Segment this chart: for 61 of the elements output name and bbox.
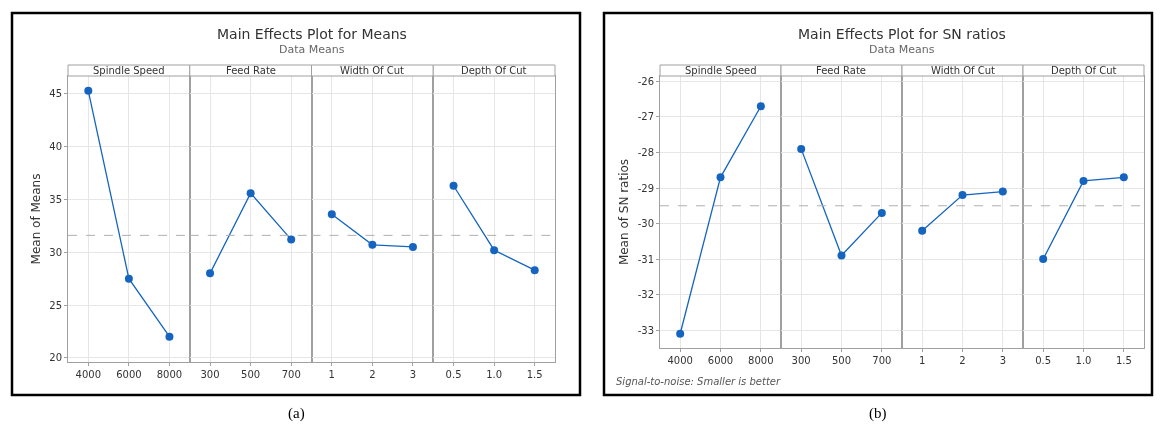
x-tick-label: 1.5 [526, 369, 543, 380]
x-tick-label: 8000 [748, 355, 774, 366]
x-tick-label: 500 [831, 355, 852, 366]
text: Main Effects Plot for SN ratios [798, 26, 1006, 42]
x-tick-label: 8000 [156, 369, 183, 380]
text: (b) [869, 405, 887, 422]
y-tick-label: -33 [637, 324, 654, 336]
chart-title: Width Of Cut [340, 65, 405, 76]
x-tick-label: 2 [959, 355, 966, 366]
y-tick-label: 25 [49, 299, 62, 311]
text: Data Means [869, 43, 935, 56]
y-axis-title: Mean of Means [28, 173, 43, 265]
y-axis-title: Mean of SN ratios [616, 158, 631, 266]
x-tick-label: 700 [281, 369, 301, 380]
y-tick-label: 45 [49, 88, 62, 100]
chart-title: Spindle Speed [93, 65, 165, 76]
y-tick-label: -30 [637, 218, 654, 230]
y-tick-label: 20 [49, 352, 62, 364]
y-tick-label: -32 [637, 289, 654, 301]
point [84, 86, 93, 95]
x-tick-label: 1.0 [1075, 355, 1092, 366]
point [165, 332, 174, 341]
chart-title: Feed Rate [226, 65, 276, 76]
x-tick-label: 700 [872, 355, 892, 366]
chart-title: Depth Of Cut [461, 65, 527, 76]
chart-title: Depth Of Cut [1051, 65, 1117, 76]
y-tick-label: -27 [637, 111, 654, 123]
point [716, 173, 725, 182]
y-tick-label: -31 [637, 253, 654, 265]
x-tick-label: 6000 [707, 355, 734, 366]
x-tick-label: 300 [200, 369, 220, 380]
x-tick-label: 0.5 [1035, 355, 1052, 366]
y-tick-label: -28 [637, 146, 654, 158]
text: Data Means [279, 43, 345, 56]
x-tick-label: 4000 [75, 369, 102, 380]
chart-title: Width Of Cut [931, 65, 996, 76]
y-tick-label: -26 [637, 75, 654, 87]
chart-title: Spindle Speed [685, 65, 757, 76]
text: Signal-to-noise: Smaller is better [616, 376, 781, 387]
x-tick-label: 4000 [667, 355, 693, 366]
x-tick-label: 1 [328, 369, 335, 380]
x-tick-label: 300 [791, 355, 811, 366]
y-tick-label: 30 [49, 246, 62, 258]
point [676, 329, 685, 338]
x-tick-label: 6000 [116, 369, 142, 380]
x-tick-label: 3 [409, 369, 417, 380]
y-tick-label: 35 [49, 193, 62, 205]
text: Main Effects Plot for Means [217, 26, 407, 42]
x-tick-label: 3 [999, 355, 1007, 366]
x-tick-label: 1.5 [1115, 355, 1132, 366]
point [124, 274, 133, 283]
text: (a) [288, 405, 305, 422]
x-tick-label: 0.5 [445, 369, 462, 380]
y-tick-label: 40 [49, 141, 62, 153]
point [756, 102, 765, 111]
x-tick-label: 1.0 [486, 369, 503, 380]
x-tick-label: 500 [241, 369, 261, 380]
x-tick-label: 1 [918, 355, 926, 366]
chart-title: Feed Rate [816, 65, 866, 76]
x-tick-label: 2 [369, 369, 376, 380]
y-tick-label: -29 [637, 182, 654, 194]
